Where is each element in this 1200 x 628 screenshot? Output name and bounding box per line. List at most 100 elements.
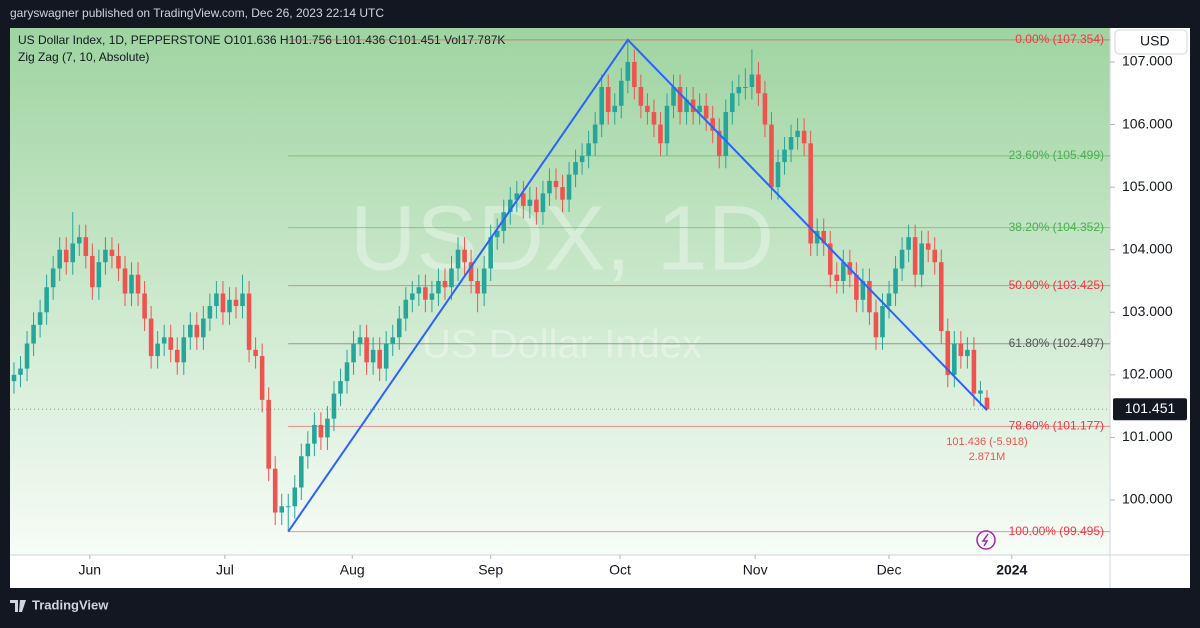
candle-body: [351, 343, 356, 363]
candle-body: [638, 87, 644, 106]
candle-body: [795, 130, 800, 138]
candle-body: [292, 487, 298, 507]
candle-body: [952, 343, 957, 375]
candle-body: [488, 237, 493, 269]
candle-body: [782, 149, 787, 163]
fib-label: 50.00% (103.425): [1009, 278, 1104, 292]
alert-icon[interactable]: [976, 530, 996, 550]
candle-body: [76, 237, 82, 244]
candle-body: [266, 399, 271, 469]
candle-body: [527, 199, 533, 206]
fib-label: 100.00% (99.495): [1009, 524, 1104, 538]
candle-body: [599, 87, 604, 125]
candle-body: [50, 268, 56, 288]
candle-body: [592, 124, 598, 144]
candle-body: [841, 262, 846, 281]
candle-body: [710, 118, 715, 131]
candle-body: [573, 162, 578, 175]
currency[interactable]: USD: [1140, 33, 1170, 49]
candle-body: [547, 180, 552, 194]
candle-body: [658, 124, 663, 144]
candle-body: [18, 368, 23, 375]
candle-body: [919, 243, 924, 275]
watermark: USDX, 1D: [350, 187, 774, 289]
candle-body: [756, 74, 761, 94]
candle-body: [716, 130, 722, 156]
candle-body: [893, 268, 898, 294]
indicator-label: Zig Zag (7, 10, Absolute): [18, 50, 149, 64]
candle-body: [540, 193, 546, 213]
last-price-label: 101.451: [1125, 400, 1176, 416]
candle-body: [188, 324, 193, 338]
candle-body: [827, 243, 833, 275]
candle-body: [834, 274, 840, 281]
candle-body: [155, 343, 160, 357]
candle-body: [181, 337, 187, 363]
candle-body: [906, 237, 911, 250]
candle-body: [945, 331, 951, 375]
candle-body: [769, 124, 774, 188]
footer-logo: [10, 600, 26, 612]
candle-body: [586, 143, 591, 156]
candle-body: [566, 174, 572, 200]
candle-body: [364, 337, 369, 363]
x-tick-label: Aug: [340, 562, 365, 578]
x-tick-label: Dec: [877, 562, 902, 578]
candle-body: [534, 199, 539, 213]
candle-body: [468, 262, 474, 281]
zigzag-end-label: 2.871M: [969, 451, 1006, 463]
candle-body: [743, 87, 748, 89]
candle-body: [462, 249, 467, 263]
zigzag-end-label: 101.436 (-5.918): [946, 436, 1027, 448]
candle-body: [423, 287, 428, 300]
candle-body: [37, 312, 43, 325]
candle-body: [475, 280, 480, 294]
currency-button[interactable]: [1114, 29, 1188, 55]
watermark-subtitle: US Dollar Index: [422, 323, 702, 367]
candle-body: [775, 162, 781, 188]
candle-body: [449, 268, 454, 288]
y-tick-label: 101.000: [1122, 428, 1173, 444]
candle-body: [788, 137, 794, 150]
y-tick-label: 100.000: [1122, 491, 1173, 507]
candle-body: [227, 299, 232, 313]
candle-body: [279, 506, 285, 513]
candle-body: [880, 306, 885, 338]
candle-body: [410, 293, 415, 300]
candle-body: [481, 268, 487, 294]
candle-body: [703, 105, 709, 119]
candle-body: [142, 293, 147, 319]
candle-body: [338, 381, 343, 394]
candle-body: [168, 337, 173, 350]
candle-body: [357, 337, 363, 344]
candle-body: [651, 112, 657, 125]
fib-label: 23.60% (105.499): [1009, 148, 1104, 162]
candle-body: [965, 349, 970, 357]
candle-body: [299, 456, 304, 488]
candle-body: [233, 299, 239, 307]
candle-body: [109, 249, 115, 256]
candle-body: [579, 155, 585, 163]
candle-body: [135, 274, 141, 294]
candle-body: [344, 362, 350, 382]
candle-body: [57, 249, 62, 269]
y-tick-label: 103.000: [1122, 303, 1173, 319]
candle-body: [958, 343, 964, 357]
fib-label: 38.20% (104.352): [1009, 220, 1104, 234]
candle-body: [201, 318, 206, 338]
candle-body: [912, 237, 918, 275]
candle-body: [938, 262, 944, 332]
candle-body: [122, 268, 128, 294]
candle-body: [723, 112, 729, 156]
alert-icon-bolt: [981, 533, 989, 547]
candle-body: [925, 243, 931, 250]
candle-body: [96, 262, 102, 288]
candle-body: [416, 287, 422, 294]
candle-body: [553, 180, 559, 188]
candle-body: [161, 337, 167, 344]
footer: TradingView: [32, 597, 109, 612]
candle-body: [612, 105, 618, 113]
candle-body: [396, 318, 402, 338]
candle-body: [31, 324, 36, 344]
